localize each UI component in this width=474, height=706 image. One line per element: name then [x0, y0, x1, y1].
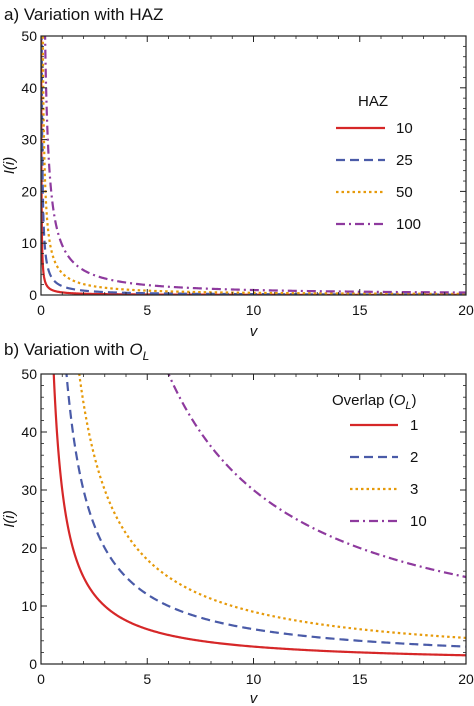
- y-axis-label: I(i): [1, 157, 18, 175]
- legend-label: 3: [410, 481, 418, 498]
- y-tick-label: 0: [29, 656, 37, 672]
- y-tick-label: 20: [21, 183, 37, 199]
- series-line-2: [65, 374, 466, 648]
- legend: Overlap (OL) 1 2 3 10: [332, 392, 427, 530]
- x-tick-label: 20: [458, 302, 474, 318]
- series-line-50: [41, 36, 466, 295]
- y-tick-label: 0: [29, 287, 37, 303]
- y-tick-label: 30: [21, 482, 37, 498]
- legend-label: 50: [396, 184, 413, 201]
- plot-frame: [40, 373, 467, 665]
- chart-panel-1: b) Variation with OL 0 5 10 15 20 0 10 20 30 40 50 v…: [1, 340, 474, 706]
- x-tick-label: 0: [37, 302, 45, 318]
- chart-title: a) Variation with HAZ: [4, 5, 163, 24]
- legend-title: Overlap (OL): [332, 392, 416, 412]
- x-tick-label: 0: [37, 671, 45, 687]
- y-tick-label: 30: [21, 132, 37, 148]
- legend-label: 25: [396, 152, 413, 169]
- legend-label: 1: [410, 417, 418, 434]
- x-tick-label: 15: [352, 302, 368, 318]
- x-tick-label: 10: [246, 302, 262, 318]
- y-tick-label: 10: [21, 598, 37, 614]
- x-axis-label: v: [250, 690, 259, 706]
- legend-label: 100: [396, 216, 421, 233]
- x-tick-label: 10: [246, 671, 262, 687]
- series-line-10: [167, 374, 466, 579]
- x-axis-label: v: [250, 323, 259, 340]
- legend-label: 2: [410, 449, 418, 466]
- x-tick-label: 5: [143, 671, 151, 687]
- y-tick-label: 50: [21, 28, 37, 44]
- series-line-1: [52, 374, 466, 657]
- y-axis-label: I(i): [1, 510, 18, 528]
- legend-label: 10: [396, 120, 413, 137]
- legend-title: HAZ: [358, 93, 388, 110]
- series-line-3: [78, 374, 466, 639]
- y-tick-label: 50: [21, 366, 37, 382]
- y-tick-label: 40: [21, 424, 37, 440]
- chart-title: b) Variation with OL: [4, 340, 149, 363]
- legend-label: 10: [410, 513, 427, 530]
- legend: HAZ 10 25 50 100: [336, 93, 421, 233]
- x-tick-label: 5: [143, 302, 151, 318]
- chart-panel-0: a) Variation with HAZ 0 5 10 15 20 0 10 20 30 40 50…: [1, 5, 474, 340]
- y-tick-label: 10: [21, 235, 37, 251]
- series-line-25: [41, 36, 466, 295]
- x-tick-label: 20: [458, 671, 474, 687]
- x-tick-label: 15: [352, 671, 368, 687]
- y-tick-label: 20: [21, 540, 37, 556]
- y-tick-label: 40: [21, 80, 37, 96]
